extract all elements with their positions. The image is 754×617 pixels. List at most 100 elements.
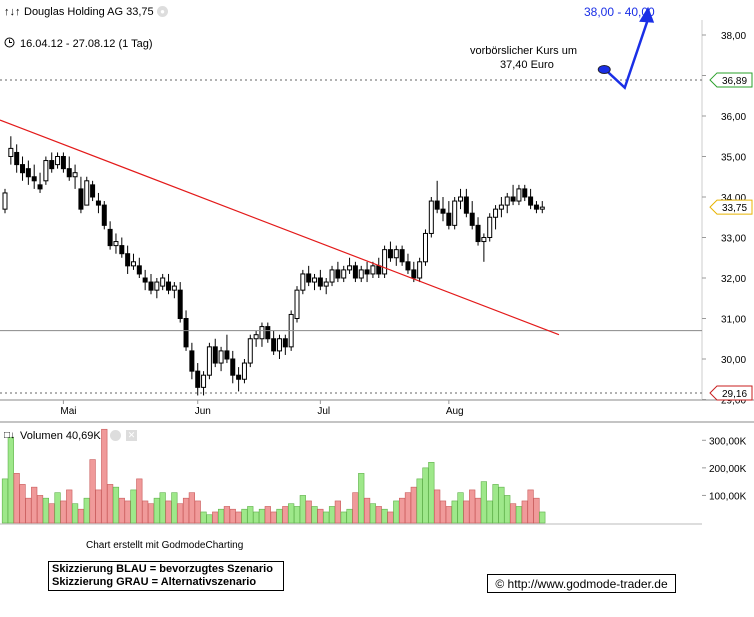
candle	[300, 269, 306, 295]
candle-body	[481, 237, 487, 243]
volume-bar	[71, 503, 79, 524]
candle	[440, 197, 446, 222]
candle	[160, 273, 166, 291]
website-url[interactable]: © http://www.godmode-trader.de	[487, 574, 676, 593]
scenario-arrowhead	[639, 6, 655, 23]
candle	[66, 156, 72, 181]
candle-body	[306, 273, 312, 283]
candle	[55, 152, 61, 169]
candle-body	[171, 285, 177, 291]
volume-bar	[539, 511, 546, 524]
chart-title: Douglas Holding AG 33,75	[24, 6, 154, 18]
candle	[8, 136, 14, 165]
volume-label: Volumen 40,69K	[20, 430, 101, 442]
volume-bar	[212, 511, 219, 524]
candle	[387, 241, 393, 262]
candle	[101, 201, 107, 230]
candle	[493, 205, 499, 230]
candle-body	[8, 147, 14, 157]
volume-bar	[147, 503, 155, 524]
volume-bar	[153, 497, 160, 524]
volume-tick-label: 300,00K	[709, 436, 747, 447]
volume-bar	[229, 508, 236, 524]
y-tick-label: 33,00	[721, 234, 746, 245]
candle	[469, 201, 475, 230]
candle-body	[101, 204, 107, 226]
candle-body	[119, 245, 125, 255]
candle-body	[31, 176, 37, 182]
candle-body	[125, 253, 131, 267]
candle-body	[241, 362, 247, 380]
legend-box: Skizzierung BLAU = bevorzugtes Szenario …	[48, 561, 284, 591]
candle-body	[142, 277, 148, 283]
volume-bar	[474, 497, 482, 524]
y-tick-label: 29,00	[721, 396, 746, 407]
volume-bar	[363, 497, 371, 524]
volume-bar	[25, 497, 32, 524]
volume-bar	[36, 495, 44, 524]
high-marker-label: 36,89	[722, 76, 747, 87]
candle-body	[14, 151, 20, 166]
candle	[417, 257, 423, 283]
volume-bar	[410, 486, 417, 524]
y-tick-label: 32,00	[721, 274, 746, 285]
candle-body	[148, 281, 154, 291]
candle-body	[422, 232, 428, 263]
candle-body	[271, 338, 277, 352]
settings-icon[interactable]: ●	[157, 6, 168, 17]
candle-body	[294, 289, 300, 319]
candle	[236, 367, 242, 392]
chart-type-icon[interactable]: ↑↓↑	[4, 6, 21, 18]
price-chart[interactable]: 38,0037,0036,0035,0034,0033,0032,0031,00…	[0, 0, 754, 540]
candle	[136, 257, 142, 278]
volume-bar	[270, 511, 277, 524]
volume-bar	[323, 511, 330, 524]
volume-bar	[19, 484, 26, 524]
volume-settings-icon[interactable]	[110, 430, 121, 441]
candle-body	[399, 249, 405, 263]
scenario-path	[606, 18, 650, 90]
candle-body	[49, 160, 55, 170]
candle-body	[358, 269, 364, 279]
candle	[60, 152, 66, 173]
candle-body	[20, 164, 26, 174]
candle-body	[323, 281, 329, 287]
candle	[14, 144, 20, 173]
volume-bar	[317, 508, 324, 524]
candle	[171, 282, 177, 299]
volume-bar	[54, 492, 61, 524]
candle	[166, 273, 172, 295]
candle-body	[533, 204, 539, 210]
volume-bar	[358, 473, 365, 524]
candle-body	[90, 184, 96, 198]
candle	[90, 180, 96, 202]
candle	[516, 184, 522, 206]
candle	[347, 257, 353, 274]
legend-blue: Skizzierung BLAU = bevorzugtes Szenario	[52, 563, 273, 575]
candle	[463, 188, 469, 218]
target-label: 38,00 - 40,00	[584, 5, 655, 19]
candle	[154, 278, 160, 299]
volume-bar	[95, 489, 102, 524]
candle-body	[166, 281, 172, 291]
candle-body	[487, 216, 493, 238]
volume-bar	[521, 500, 528, 524]
candle	[271, 330, 277, 355]
volume-tick-label: 200,00K	[709, 464, 747, 475]
candle	[189, 342, 195, 380]
candle-body	[452, 200, 458, 226]
volume-close-icon[interactable]: ✕	[126, 430, 137, 441]
candle-body	[393, 249, 399, 259]
volume-bar	[369, 503, 377, 524]
volume-bar	[258, 508, 266, 524]
candle-body	[539, 206, 545, 210]
candle	[130, 253, 136, 270]
volume-bar	[31, 486, 38, 524]
candle	[95, 192, 101, 214]
volume-bar	[247, 506, 254, 524]
candle-body	[510, 196, 516, 202]
volume-bar	[13, 473, 20, 524]
candle-body	[352, 265, 358, 279]
candle-body	[189, 350, 195, 372]
y-tick-label: 30,00	[721, 355, 746, 366]
